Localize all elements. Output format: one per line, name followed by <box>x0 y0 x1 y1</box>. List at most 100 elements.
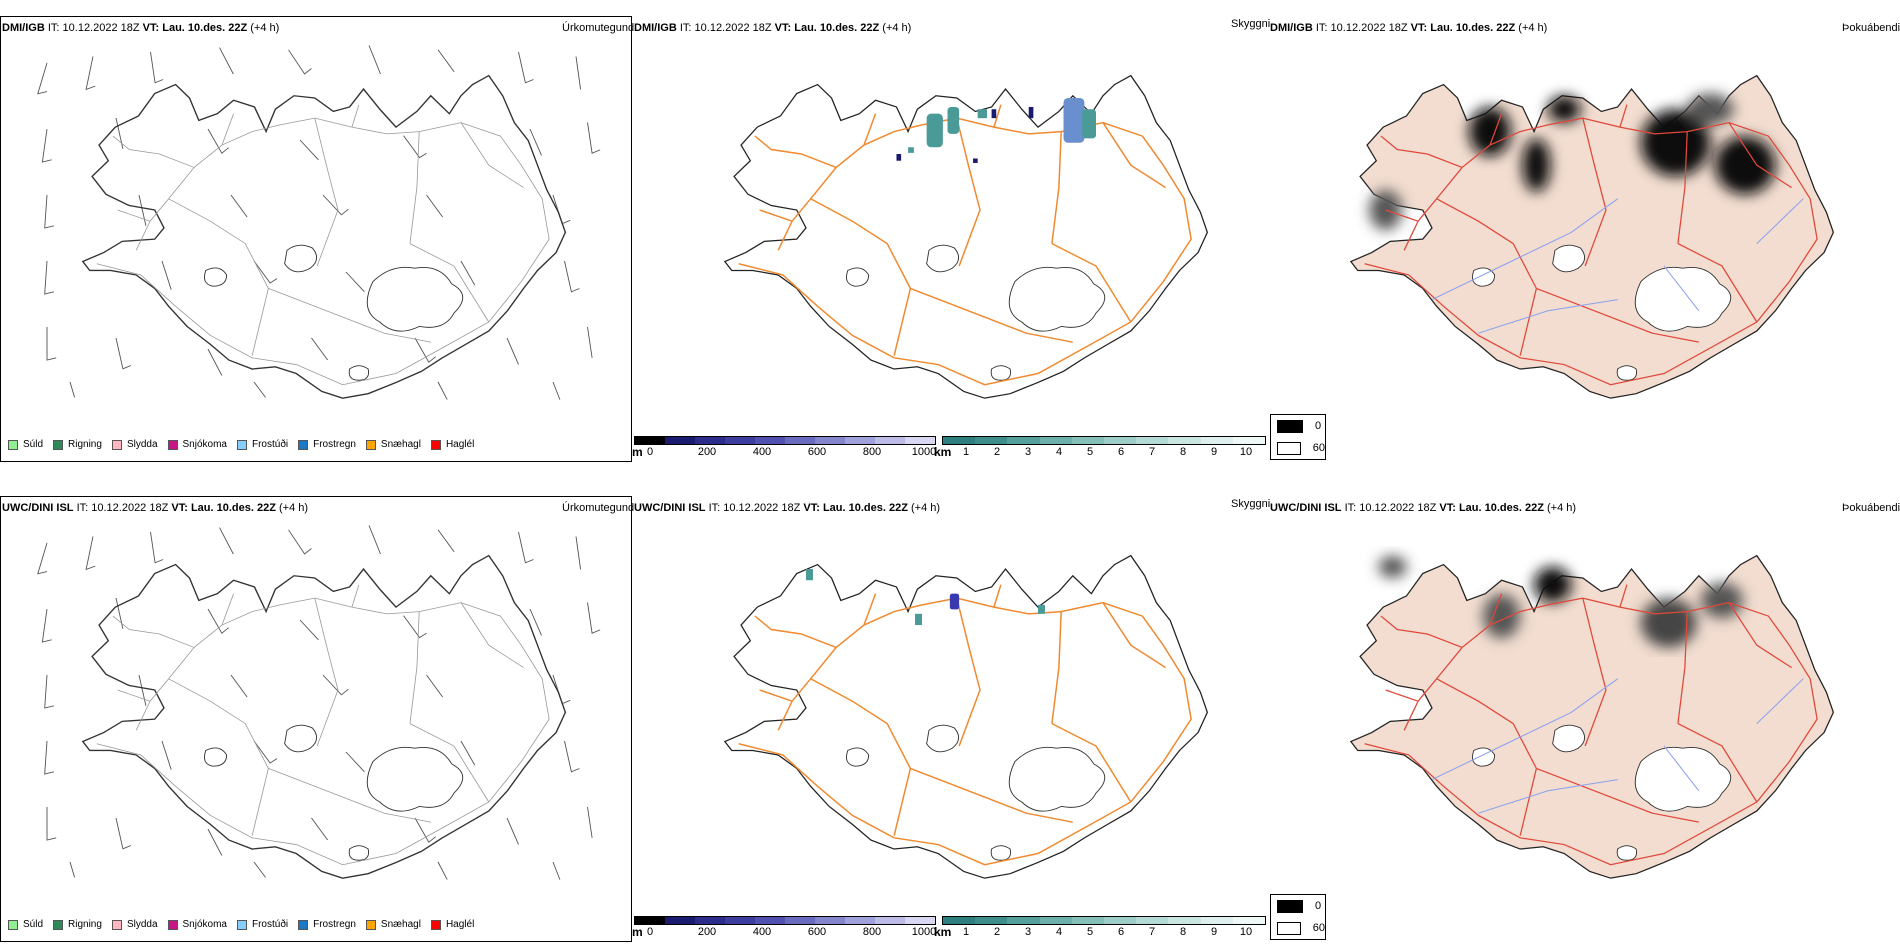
vt-label: VT: <box>171 502 188 514</box>
field-label-fog: Þokuábendi <box>1842 22 1900 34</box>
row-uwc-dini: UWC/DINI ISL IT: 10.12.2022 18Z VT: Lau.… <box>0 480 1900 950</box>
tick-label: 600 <box>807 446 827 458</box>
legend-item: Haglél <box>430 439 475 450</box>
precip-type-map <box>37 524 601 881</box>
tick-label: 0 <box>646 926 654 938</box>
fog-map <box>1350 554 1834 879</box>
vt-value: Lau. 10.des. 22Z <box>162 22 248 34</box>
legend-swatch <box>365 439 376 450</box>
colorbar-unit: m <box>632 925 643 939</box>
legend-swatch <box>111 439 122 450</box>
fog-legend-value: 0 <box>1315 420 1322 432</box>
colorbar-ramp <box>942 916 1266 925</box>
vt-value: Lau. 10.des. 22Z <box>190 502 276 514</box>
cloud-base-colorbar: m 0 200 400 600 800 1000 <box>632 916 936 939</box>
fog-legend-row: 0 <box>1271 415 1325 437</box>
fog-swatch <box>1277 441 1301 455</box>
legend-item: Haglél <box>430 919 475 930</box>
colorbar-unit: km <box>934 925 952 939</box>
visibility-map <box>724 74 1208 399</box>
legend-label: Slydda <box>126 919 158 930</box>
it-value: 10.12.2022 18Z <box>1330 22 1408 34</box>
fog-map <box>1350 74 1834 399</box>
legend-label: Haglél <box>445 439 475 450</box>
legend-swatch <box>53 439 64 450</box>
fog-legend: 0 60 <box>1270 414 1326 460</box>
tick-label: 400 <box>752 926 772 938</box>
legend-swatch <box>8 919 18 930</box>
lead-time: (+4 h) <box>250 22 280 34</box>
legend-label: Haglél <box>445 919 475 930</box>
fog-legend-value: 0 <box>1315 900 1322 912</box>
field-label-fog: Þokuábendi <box>1842 502 1900 514</box>
tick-label: 8 <box>1179 446 1187 458</box>
vt-label: VT: <box>1439 502 1456 514</box>
legend-item: Frostúði <box>236 439 288 450</box>
tick-label: 200 <box>697 926 717 938</box>
it-value: 10.12.2022 18Z <box>91 502 169 514</box>
precip-legend: Súld Rigning Slydda Snjókoma Frostúði Fr… <box>8 439 484 450</box>
tick-label: 1000 <box>911 446 937 458</box>
legend-item: Rigning <box>53 919 102 930</box>
model-name: UWC/DINI ISL <box>634 502 706 514</box>
tick-label: 7 <box>1148 446 1156 458</box>
legend-item: Slydda <box>111 919 158 930</box>
field-label-precip-type: Úrkomutegund <box>562 22 635 34</box>
visibility-colorbar: km 1 2 3 4 5 6 7 8 9 10 <box>934 916 1266 939</box>
panel-header: DMI/IGB IT: 10.12.2022 18Z VT: Lau. 10.d… <box>634 22 911 34</box>
visibility-colorbar: km 1 2 3 4 5 6 7 8 9 10 <box>934 436 1266 459</box>
tick-label: 5 <box>1086 446 1094 458</box>
vt-label: VT: <box>142 22 160 34</box>
precip-type-frame <box>0 16 632 462</box>
legend-swatch <box>298 919 309 930</box>
row-dmi-igb: DMI/IGB IT: 10.12.2022 18Z VT: Lau. 10.d… <box>0 0 1900 470</box>
it-value: 10.12.2022 18Z <box>1359 502 1437 514</box>
colorbar-unit: m <box>632 445 643 459</box>
legend-item: Frostregn <box>298 919 356 930</box>
legend-swatch <box>167 919 178 930</box>
legend-swatch <box>236 919 247 930</box>
legend-item: Súld <box>8 439 43 450</box>
legend-swatch <box>53 919 64 930</box>
legend-swatch <box>111 919 122 930</box>
tick-label: 3 <box>1024 446 1032 458</box>
legend-swatch <box>298 439 309 450</box>
legend-swatch <box>430 439 441 450</box>
tick-label: 2 <box>993 446 1001 458</box>
it-label: IT: <box>1315 22 1328 34</box>
model-name: DMI/IGB <box>1270 22 1313 34</box>
fog-swatch <box>1277 419 1303 433</box>
vt-value: Lau. 10.des. 22Z <box>1458 502 1544 514</box>
vt-value: Lau. 10.des. 22Z <box>822 502 908 514</box>
tick-label: 5 <box>1086 926 1094 938</box>
tick-label: 6 <box>1117 446 1125 458</box>
lead-time: (+4 h) <box>1547 502 1577 514</box>
colorbar-ticks: 1 2 3 4 5 6 7 8 9 10 <box>942 445 1266 459</box>
panel-header: DMI/IGB IT: 10.12.2022 18Z VT: Lau. 10.d… <box>1270 22 1547 34</box>
legend-swatch <box>430 919 441 930</box>
model-name: UWC/DINI ISL <box>2 502 74 514</box>
vt-label: VT: <box>803 502 820 514</box>
tick-label: 2 <box>993 926 1001 938</box>
tick-label: 9 <box>1210 446 1218 458</box>
tick-label: 0 <box>646 446 654 458</box>
tick-label: 800 <box>862 926 882 938</box>
vt-value: Lau. 10.des. 22Z <box>794 22 880 34</box>
legend-label: Frostúði <box>251 919 289 930</box>
tick-label: 8 <box>1179 926 1187 938</box>
tick-label: 200 <box>697 446 717 458</box>
model-name: DMI/IGB <box>634 22 677 34</box>
panel-header: UWC/DINI ISL IT: 10.12.2022 18Z VT: Lau.… <box>1270 502 1576 514</box>
lead-time: (+4 h) <box>1518 22 1548 34</box>
legend-item: Snæhagl <box>365 919 421 930</box>
field-label-precip-type: Úrkomutegund <box>562 502 635 514</box>
tick-label: 4 <box>1055 926 1063 938</box>
tick-label: 6 <box>1117 926 1125 938</box>
colorbar-ramp <box>634 436 936 445</box>
legend-item: Frostregn <box>298 439 356 450</box>
it-label: IT: <box>47 22 60 34</box>
field-label-visibility: Skyggni <box>1231 498 1271 510</box>
vt-label: VT: <box>1410 22 1428 34</box>
legend-label: Snjókoma <box>182 919 227 930</box>
it-value: 10.12.2022 18Z <box>62 22 140 34</box>
